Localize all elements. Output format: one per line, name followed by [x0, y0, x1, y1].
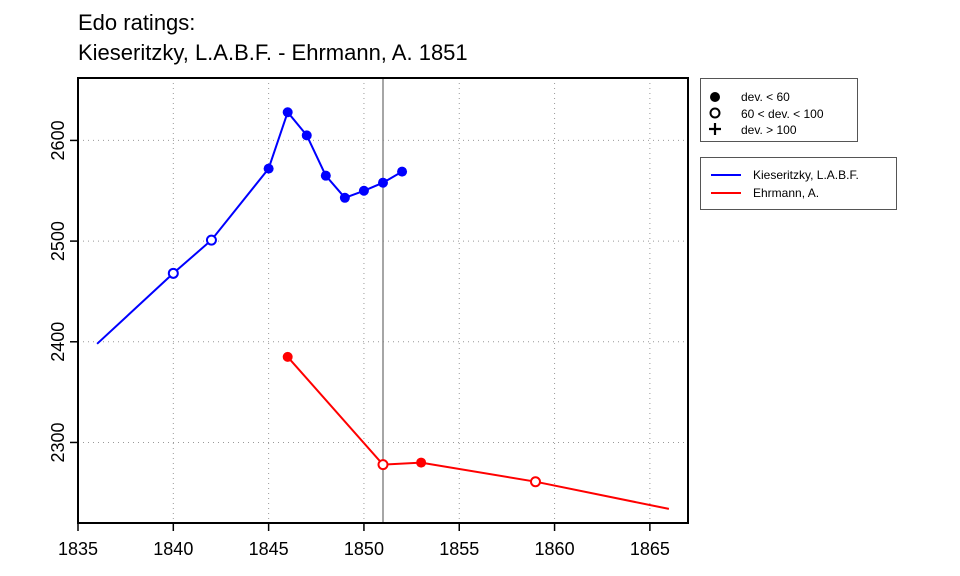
- filled-circle-icon: [710, 92, 720, 102]
- y-tick-label-2500: 2500: [48, 221, 68, 261]
- data-point-0-3: [263, 163, 274, 174]
- data-point-1-3: [530, 476, 541, 488]
- data-point-0-4: [282, 107, 293, 118]
- marker-legend-label-filled: dev. < 60: [741, 90, 790, 104]
- marker-legend-label-open: 60 < dev. < 100: [741, 107, 824, 121]
- data-point-1-2: [416, 457, 427, 468]
- y-tick-label-2300: 2300: [48, 422, 68, 462]
- series-line-0: [96, 110, 403, 345]
- series-line-1: [286, 356, 670, 510]
- data-point-0-1: [167, 267, 179, 279]
- chart-title-line-1: Edo ratings:: [78, 10, 196, 35]
- x-tick-label-1850: 1850: [344, 539, 384, 559]
- data-point-0-10: [397, 166, 408, 177]
- data-point-1-1: [377, 459, 389, 471]
- x-tick-label-1845: 1845: [249, 539, 289, 559]
- open-circle-icon: [709, 107, 721, 119]
- marker-legend-symbols: [709, 92, 721, 135]
- data-point-1-0: [282, 351, 293, 362]
- data-point-0-8: [358, 185, 369, 196]
- series-legend-lines: [711, 174, 741, 194]
- data-point-0-9: [378, 177, 388, 188]
- chart-title-line-2: Kieseritzky, L.A.B.F. - Ehrmann, A. 1851: [78, 40, 468, 65]
- y-tick-label-2600: 2600: [48, 120, 68, 160]
- x-tick-label-1835: 1835: [58, 539, 98, 559]
- x-tick-label-1840: 1840: [153, 539, 193, 559]
- plot-frame: [77, 77, 689, 524]
- data-point-0-2: [205, 234, 217, 246]
- x-tick-label-1855: 1855: [439, 539, 479, 559]
- y-tick-label-2400: 2400: [48, 322, 68, 362]
- data-point-0-6: [320, 170, 331, 181]
- data-point-0-5: [301, 130, 312, 141]
- x-tick-label-1860: 1860: [535, 539, 575, 559]
- series-legend-label-ehrmann: Ehrmann, A.: [753, 186, 820, 200]
- data-point-0-7: [339, 192, 350, 203]
- series-legend: Kieseritzky, L.A.B.F. Ehrmann, A.: [700, 157, 897, 210]
- marker-legend-label-plus: dev. > 100: [741, 123, 797, 137]
- marker-legend: dev. < 60 60 < dev. < 100 dev. > 100: [700, 78, 858, 142]
- series-legend-label-kieseritzky: Kieseritzky, L.A.B.F.: [753, 168, 859, 182]
- plus-icon: [709, 123, 721, 135]
- x-tick-label-1865: 1865: [630, 539, 670, 559]
